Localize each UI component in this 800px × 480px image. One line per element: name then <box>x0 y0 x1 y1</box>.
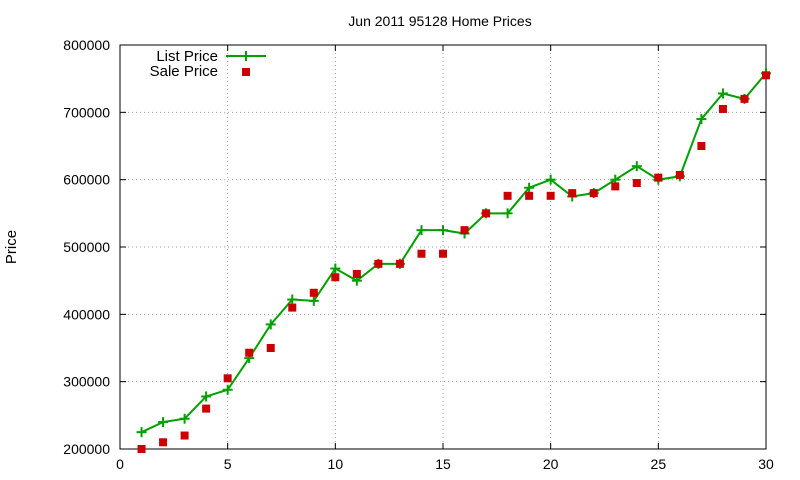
list-price-point <box>265 319 276 330</box>
list-price-point <box>179 413 190 424</box>
axis-ticks: 0 5 10 15 20 25 30 200000 300000 400000 500000 6000… <box>63 37 774 472</box>
x-tick-label: 15 <box>435 456 451 472</box>
y-tick-label: 200000 <box>63 441 110 457</box>
list-price-point <box>502 208 513 219</box>
x-tick-label: 25 <box>651 456 667 472</box>
sale-price-point <box>439 249 447 258</box>
sale-price-point <box>460 226 469 235</box>
list-price-point <box>308 295 319 306</box>
sale-price-point <box>546 191 555 200</box>
sale-price-point <box>632 179 641 188</box>
list-price-point <box>287 294 298 305</box>
sale-price-point <box>762 71 770 80</box>
chart-title: Jun 2011 95128 Home Prices <box>348 13 531 29</box>
sale-price-point <box>288 303 297 312</box>
y-tick-label: 500000 <box>63 239 110 255</box>
y-tick-label: 800000 <box>63 37 110 53</box>
sale-price-point <box>675 170 684 179</box>
sale-price-point <box>309 288 318 297</box>
list-price-point <box>717 88 728 99</box>
sale-price-point <box>374 259 383 268</box>
sale-price-point <box>525 191 534 200</box>
sale-price-point <box>417 249 426 258</box>
sale-price-point <box>266 344 275 352</box>
sale-price-point <box>352 269 361 278</box>
sale-price-point <box>568 189 577 198</box>
x-tick-label: 0 <box>116 456 124 472</box>
sale-price-point <box>654 173 663 182</box>
sale-price-point <box>245 348 254 357</box>
list-price-point <box>201 391 212 402</box>
list-price-point <box>416 225 427 236</box>
sale-price-point <box>137 445 146 453</box>
sale-price-point <box>202 404 211 413</box>
y-tick-label: 600000 <box>63 172 110 188</box>
grid <box>120 45 766 449</box>
x-tick-label: 10 <box>328 456 344 472</box>
sale-price-point <box>159 438 168 447</box>
sale-price-point <box>697 142 706 150</box>
list-price-point <box>330 263 341 274</box>
y-tick-label: 300000 <box>63 374 110 390</box>
list-price-point <box>696 114 707 125</box>
list-price-point <box>438 225 448 236</box>
list-price-point <box>524 182 535 193</box>
list-price-line <box>141 72 767 434</box>
legend-marker-list-price <box>241 51 251 61</box>
x-tick-label: 20 <box>543 456 559 472</box>
list-price-point <box>136 427 147 438</box>
sale-price-point <box>718 104 727 113</box>
list-price-point <box>631 161 642 172</box>
legend-marker-sale-price <box>242 68 250 76</box>
sale-price-point <box>611 182 620 191</box>
x-tick-label: 5 <box>224 456 232 472</box>
sale-price-point <box>395 259 404 268</box>
sale-price-point <box>482 209 491 218</box>
y-tick-label: 700000 <box>63 104 110 120</box>
sale-price-point <box>180 431 189 440</box>
sale-price-point <box>589 189 598 198</box>
y-tick-label: 400000 <box>63 306 110 322</box>
x-tick-label: 30 <box>758 456 774 472</box>
sale-price-point <box>223 374 232 383</box>
list-price-point <box>158 417 169 428</box>
series-layer <box>136 68 771 453</box>
list-price-point <box>545 174 556 185</box>
sale-price-point <box>331 273 340 282</box>
list-price-point <box>222 384 233 395</box>
legend-label-list-price: List Price <box>156 48 218 65</box>
legend: List Price Sale Price <box>150 48 266 80</box>
sale-price-point <box>503 191 512 200</box>
y-axis-label: Price <box>3 230 20 264</box>
legend-label-sale-price: Sale Price <box>150 63 218 80</box>
sale-price-point <box>740 94 749 103</box>
